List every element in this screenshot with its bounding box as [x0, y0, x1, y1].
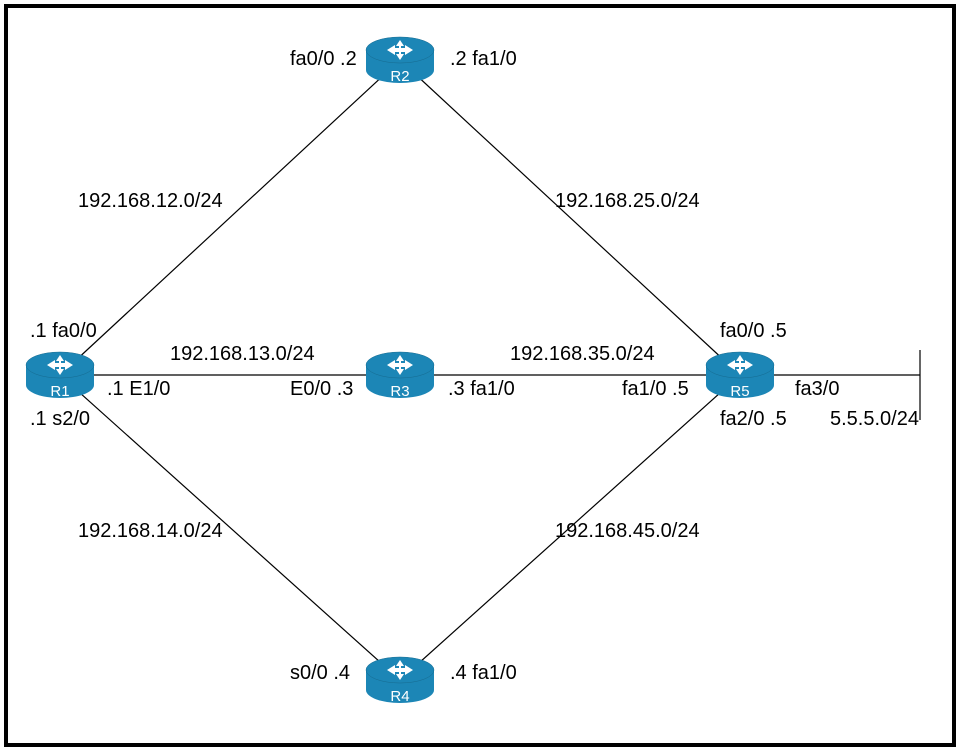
label-r2-fa00: fa0/0 .2: [290, 48, 357, 71]
edge-r2-r5: [400, 60, 740, 375]
label-r3-e00: E0/0 .3: [290, 378, 353, 401]
label-r5-fa00: fa0/0 .5: [720, 320, 787, 343]
label-r1-e10: .1 E1/0: [107, 378, 170, 401]
label-net-14: 192.168.14.0/24: [78, 520, 223, 543]
label-net-12: 192.168.12.0/24: [78, 190, 223, 213]
label-r5-fa10: fa1/0 .5: [622, 378, 689, 401]
label-r2-fa10: .2 fa1/0: [450, 48, 517, 71]
label-r4-s00: s0/0 .4: [290, 662, 350, 685]
label-net-13: 192.168.13.0/24: [170, 343, 315, 366]
router-r4: R4: [365, 656, 435, 704]
edge-r1-r2: [60, 60, 400, 375]
router-r3: R3: [365, 351, 435, 399]
label-net-555: 5.5.5.0/24: [830, 408, 919, 431]
label-r3-fa10: .3 fa1/0: [448, 378, 515, 401]
router-r5: R5: [705, 351, 775, 399]
label-r5-fa20: fa2/0 .5: [720, 408, 787, 431]
label-r4-fa10: .4 fa1/0: [450, 662, 517, 685]
label-r5-fa30: fa3/0: [795, 378, 839, 401]
label-r1-fa00: .1 fa0/0: [30, 320, 97, 343]
label-net-25: 192.168.25.0/24: [555, 190, 700, 213]
router-r2: R2: [365, 36, 435, 84]
label-r1-s20: .1 s2/0: [30, 408, 90, 431]
label-net-45: 192.168.45.0/24: [555, 520, 700, 543]
edges-layer: [0, 0, 960, 751]
label-net-35: 192.168.35.0/24: [510, 343, 655, 366]
router-r1: R1: [25, 351, 95, 399]
